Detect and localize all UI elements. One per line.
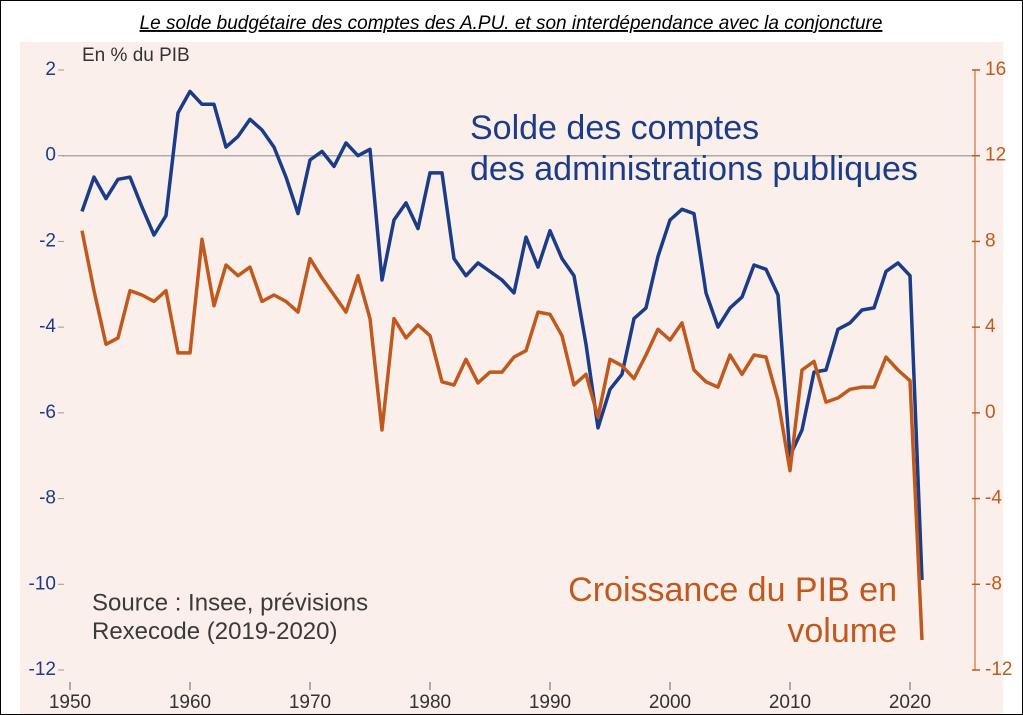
y-tick-label: 0 [45,145,56,166]
y-tick-label: -12 [29,659,56,680]
annotation: Croissance du PIB en [568,571,897,609]
y-tick-label: -4 [39,316,56,337]
annotation: volume [787,612,897,650]
y2-tick-label: 0 [985,402,996,423]
x-tick-label: 1970 [289,692,331,713]
y-tick-label: -10 [29,573,56,594]
y2-tick-label: 4 [985,316,996,337]
y-tick-label: -2 [39,230,56,251]
plot-background [20,42,1003,714]
x-tick-label: 1990 [529,692,571,713]
chart-title: Le solde budgétaire des comptes des A.PU… [140,13,883,34]
annotation: Source : Insee, prévisions [92,589,368,616]
y2-tick-label: -12 [985,659,1012,680]
annotation: Rexecode (2019-2020) [92,618,338,645]
annotation: Solde des comptes [470,109,759,147]
y2-tick-label: 8 [985,230,996,251]
x-tick-label: 1980 [409,692,451,713]
x-tick-label: 1950 [49,692,91,713]
y-tick-label: 2 [45,59,56,80]
y2-tick-label: -4 [985,488,1002,509]
x-tick-label: 2000 [649,692,691,713]
y-axis-label: En % du PIB [82,45,190,66]
y2-tick-label: 12 [985,145,1006,166]
y-tick-label: -8 [39,488,56,509]
series-line [80,230,924,641]
x-tick-label: 1960 [169,692,211,713]
series-line [80,89,924,581]
x-tick-label: 2010 [769,692,811,713]
plot: 2 0 -2 -4 -6 -8 -10 -12 16 12 8 4 0 -4 -8 -12 1950 1960 19… [29,59,1013,713]
y-tick-label: -6 [39,402,56,423]
x-tick-label: 2020 [889,692,931,713]
y2-tick-label: -8 [985,573,1002,594]
y2-tick-label: 16 [985,59,1006,80]
annotation: des administrations publiques [470,150,918,188]
